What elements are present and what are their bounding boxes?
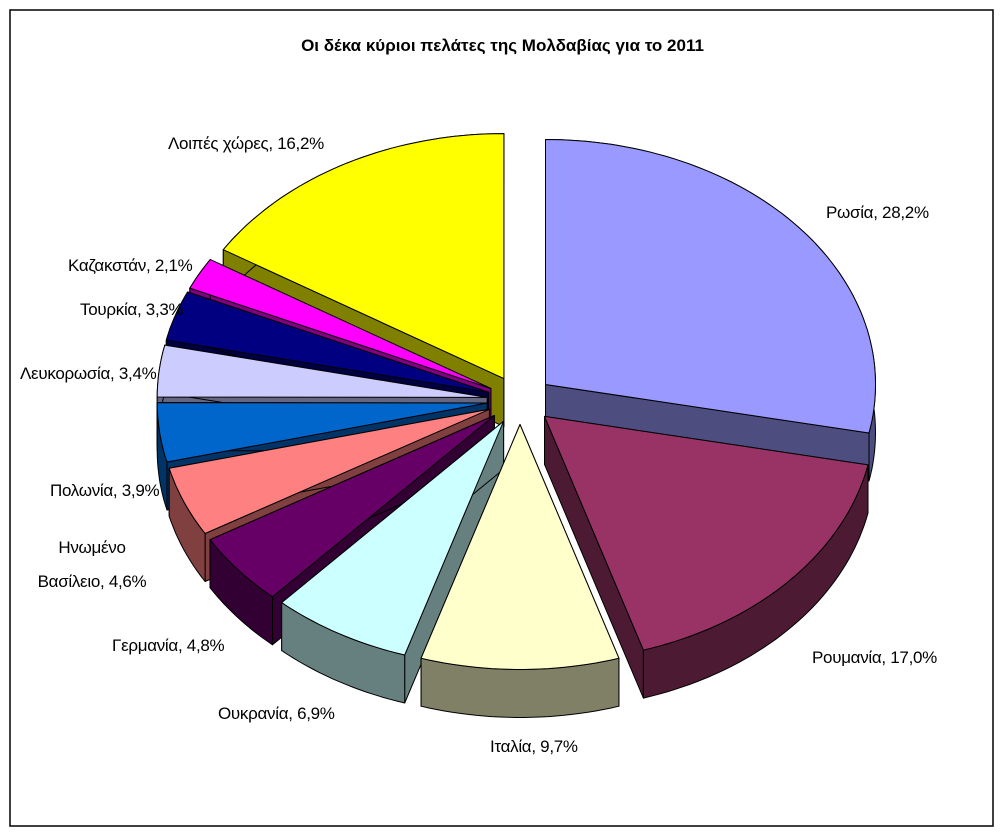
chart-title: Οι δέκα κύριοι πελάτες της Μολδαβίας για… xyxy=(301,36,704,55)
data-label: Πολωνία, 3,9% xyxy=(50,481,160,500)
slice-top xyxy=(168,408,490,534)
data-label: Ρουμανία, 17,0% xyxy=(812,648,937,667)
data-label: Ρωσία, 28,2% xyxy=(826,203,929,222)
pie-slice xyxy=(544,415,869,699)
data-label: Λοιπές χώρες, 16,2% xyxy=(168,134,324,153)
slice-top xyxy=(165,291,490,393)
data-label: Ιταλία, 9,7% xyxy=(490,737,578,756)
slice-top xyxy=(222,133,505,380)
data-label: Λευκορωσία, 3,4% xyxy=(20,364,157,383)
data-label: Ουκρανία, 6,9% xyxy=(218,704,335,723)
slice-top xyxy=(420,424,620,670)
pie-slice xyxy=(420,424,620,718)
pie-slice xyxy=(281,420,505,704)
data-label: Τουρκία, 3,3% xyxy=(80,300,184,319)
data-label: Ηνωμένο Βασίλειο, 4,6% xyxy=(37,538,147,591)
slice-top xyxy=(156,402,488,463)
data-label: Καζακστάν, 2,1% xyxy=(68,256,193,275)
slice-top xyxy=(544,415,869,651)
slice-top xyxy=(545,139,876,434)
data-label: Γερμανία, 4,8% xyxy=(112,636,225,655)
slice-top xyxy=(156,344,488,398)
slice-top xyxy=(281,420,505,656)
slice-top xyxy=(189,259,492,389)
slice-top xyxy=(209,415,495,598)
